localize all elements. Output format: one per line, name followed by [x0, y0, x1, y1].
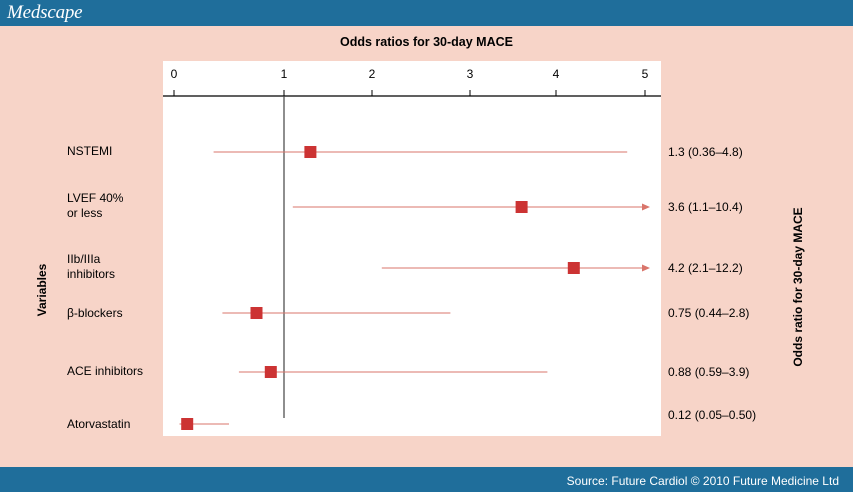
variable-label: ACE inhibitors	[67, 364, 143, 379]
odds-ratio-marker	[304, 146, 317, 158]
variable-label: NSTEMI	[67, 144, 112, 159]
variable-label-line: LVEF 40%	[67, 191, 124, 205]
odds-ratio-ci-text: 1.3 (0.36–4.8)	[668, 145, 743, 159]
ci-arrow	[642, 264, 650, 272]
x-tick-label: 1	[281, 67, 288, 81]
source-credit: Source: Future Cardiol © 2010 Future Med…	[566, 474, 839, 488]
variable-label-line: β-blockers	[67, 306, 123, 320]
odds-ratio-ci-text: 0.75 (0.44–2.8)	[668, 306, 750, 320]
ci-arrow	[642, 203, 650, 211]
medscape-logo[interactable]: Medscape	[7, 2, 83, 23]
odds-ratio-marker	[264, 366, 277, 378]
variable-label-line: NSTEMI	[67, 144, 113, 158]
y-axis-label: Variables	[35, 263, 49, 317]
variable-label-line: IIb/IIIa	[67, 252, 101, 266]
variable-label-line: or less	[67, 206, 103, 220]
odds-ratio-marker	[181, 418, 194, 430]
header-bar: Medscape	[0, 0, 853, 26]
odds-ratio-ci-text: 0.12 (0.05–0.50)	[668, 408, 757, 422]
variable-label: IIb/IIIa inhibitors	[67, 252, 115, 282]
variable-label: β-blockers	[67, 306, 123, 321]
variable-label-line: Atorvastatin	[67, 417, 131, 431]
odds-ratio-marker	[250, 307, 263, 319]
odds-ratio-ci-text: 0.88 (0.59–3.9)	[668, 365, 750, 379]
odds-ratio-ci-text: 3.6 (1.1–10.4)	[668, 200, 743, 214]
right-axis-label: Odds ratio for 30-day MACE	[791, 207, 805, 367]
variable-label-line: ACE inhibitors	[67, 364, 144, 378]
odds-ratio-ci-text: 4.2 (2.1–12.2)	[668, 261, 743, 275]
x-tick-label: 2	[369, 67, 376, 81]
odds-ratio-marker	[515, 201, 528, 213]
footer-bar: Source: Future Cardiol © 2010 Future Med…	[0, 467, 853, 492]
x-tick-label: 5	[642, 67, 649, 81]
x-tick-label: 0	[171, 67, 178, 81]
plot-area	[163, 61, 661, 436]
chart-title: Odds ratios for 30-day MACE	[340, 35, 513, 49]
variable-label-line: inhibitors	[67, 267, 116, 281]
variable-label: Atorvastatin	[67, 417, 130, 432]
x-tick-label: 4	[553, 67, 560, 81]
variable-label: LVEF 40% or less	[67, 191, 123, 221]
x-tick-label: 3	[467, 67, 474, 81]
odds-ratio-marker	[567, 262, 580, 274]
